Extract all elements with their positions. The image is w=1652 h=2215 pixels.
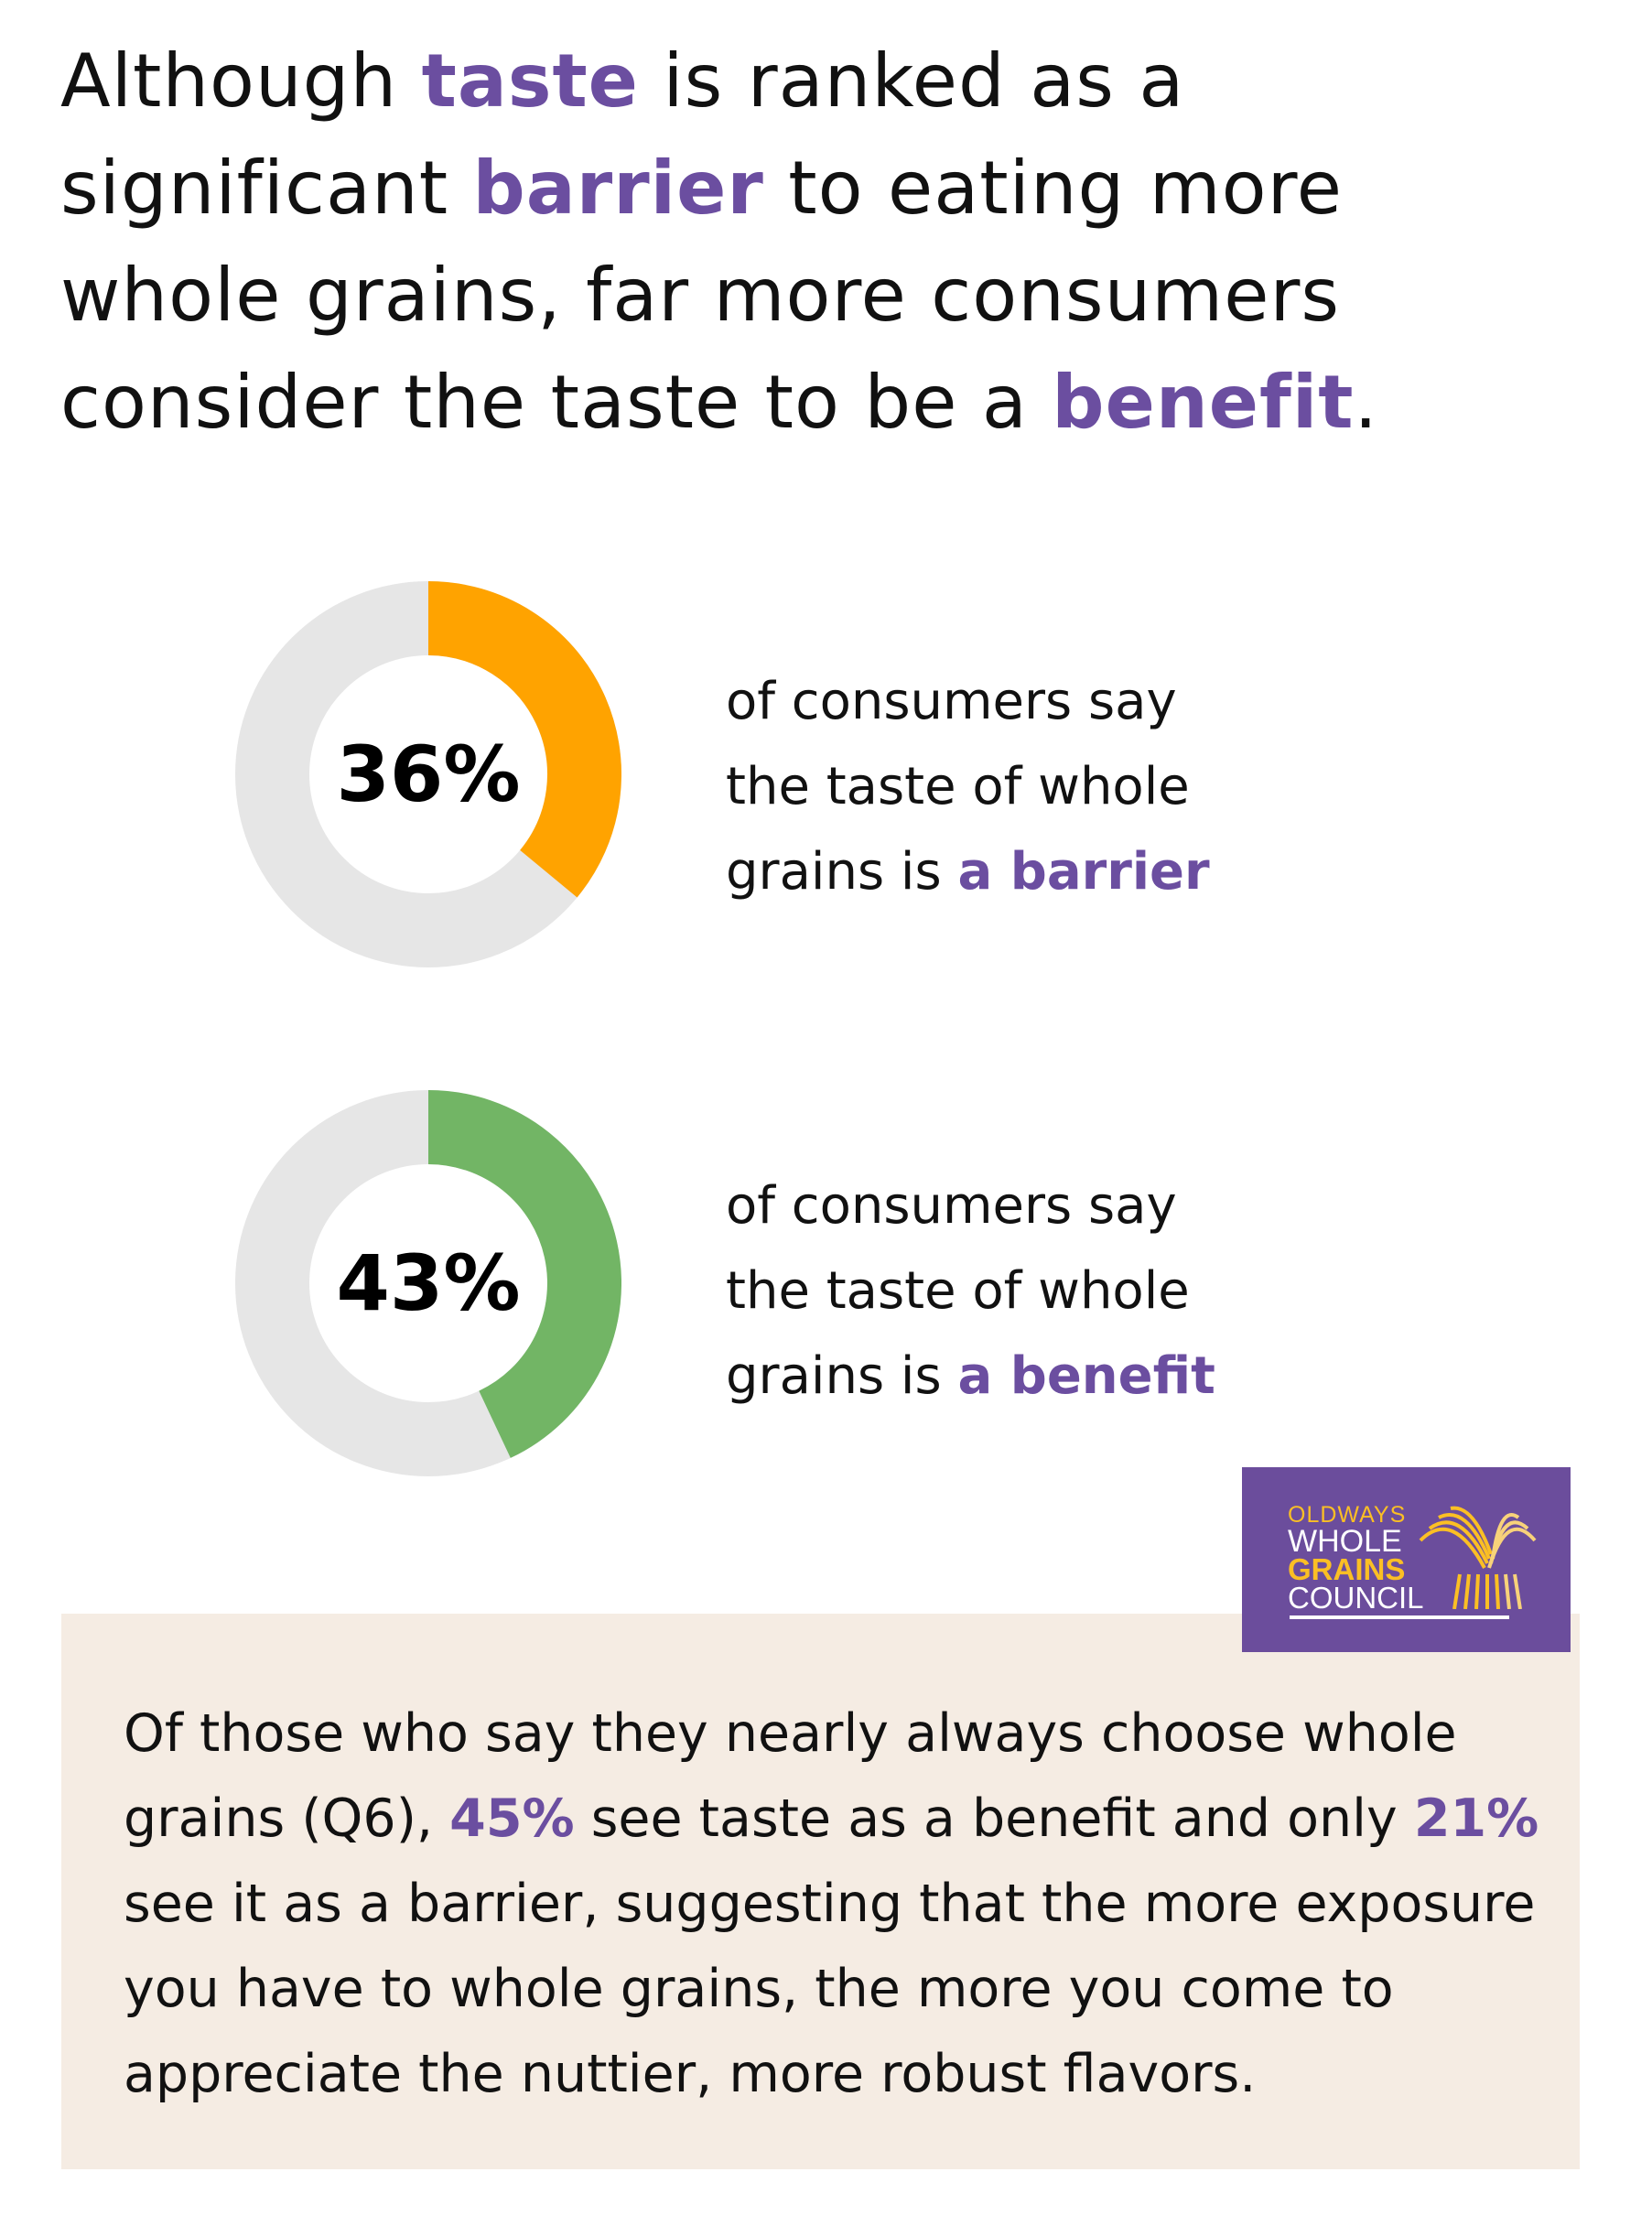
headline-line: significant barrier to eating more (60, 135, 1616, 242)
headline-line: consider the taste to be a benefit. (60, 349, 1616, 456)
headline-text: Although (60, 38, 422, 124)
logo-line: GRAINS (1288, 1552, 1406, 1586)
benefit-description: of consumers say the taste of whole grai… (726, 1163, 1215, 1419)
donut-chart-benefit: 43% (235, 1090, 621, 1476)
note-box: Of those who say they nearly always choo… (61, 1614, 1580, 2169)
donut-value-label: 43% (336, 1238, 521, 1328)
desc-line: the taste of whole (726, 757, 1190, 816)
donut-svg (235, 581, 621, 967)
headline-line: Although taste is ranked as a (60, 27, 1616, 135)
note-text: Of those who say they nearly always choo… (124, 1691, 1551, 2117)
note-text-segment: see taste as a benefit and only (574, 1788, 1414, 1849)
desc-text: grains is (726, 842, 958, 902)
desc-line: grains is a benefit (726, 1334, 1215, 1419)
headline-highlight: barrier (472, 146, 764, 231)
logo-line: WHOLE (1288, 1524, 1402, 1559)
desc-highlight: a benefit (957, 1346, 1215, 1406)
desc-line: the taste of whole (726, 1261, 1190, 1321)
headline-text: to eating more (763, 146, 1343, 231)
desc-line: of consumers say (726, 1176, 1177, 1236)
oldways-logo: OLDWAYS WHOLE GRAINS COUNCIL (1242, 1467, 1571, 1652)
note-highlight: 45% (449, 1788, 575, 1849)
headline-line: whole grains, far more consumers (60, 242, 1616, 349)
donut-value-label: 36% (336, 729, 521, 819)
headline-text: consider the taste to be a (60, 360, 1053, 445)
donut-svg (235, 1090, 621, 1476)
logo-line: COUNCIL (1288, 1581, 1424, 1615)
donut-value-arc (427, 1090, 621, 1458)
headline-highlight: taste (421, 38, 639, 124)
logo-underline (1290, 1615, 1509, 1619)
barrier-description: of consumers say the taste of whole grai… (726, 659, 1210, 914)
desc-line: of consumers say (726, 672, 1177, 731)
headline-highlight: benefit (1052, 360, 1355, 445)
note-text-segment: see it as a barrier, suggesting that the… (124, 1874, 1536, 2104)
note-highlight: 21% (1413, 1788, 1539, 1849)
headline-text: is ranked as a (638, 38, 1185, 124)
headline-text: whole grains, far more consumers (60, 253, 1341, 338)
donut-value-arc (427, 581, 621, 898)
desc-highlight: a barrier (957, 842, 1210, 902)
desc-text: grains is (726, 1346, 958, 1406)
donut-chart-barrier: 36% (235, 581, 621, 967)
headline-text: significant (60, 146, 473, 231)
note-text-segment: Of those who say they nearly always choo… (124, 1703, 1457, 1849)
headline-text: . (1354, 360, 1378, 445)
desc-line: grains is a barrier (726, 829, 1210, 914)
wheat-sheaf-icon (1419, 1506, 1537, 1609)
logo-line: OLDWAYS (1288, 1502, 1407, 1528)
headline: Although taste is ranked as a significant… (60, 27, 1616, 456)
